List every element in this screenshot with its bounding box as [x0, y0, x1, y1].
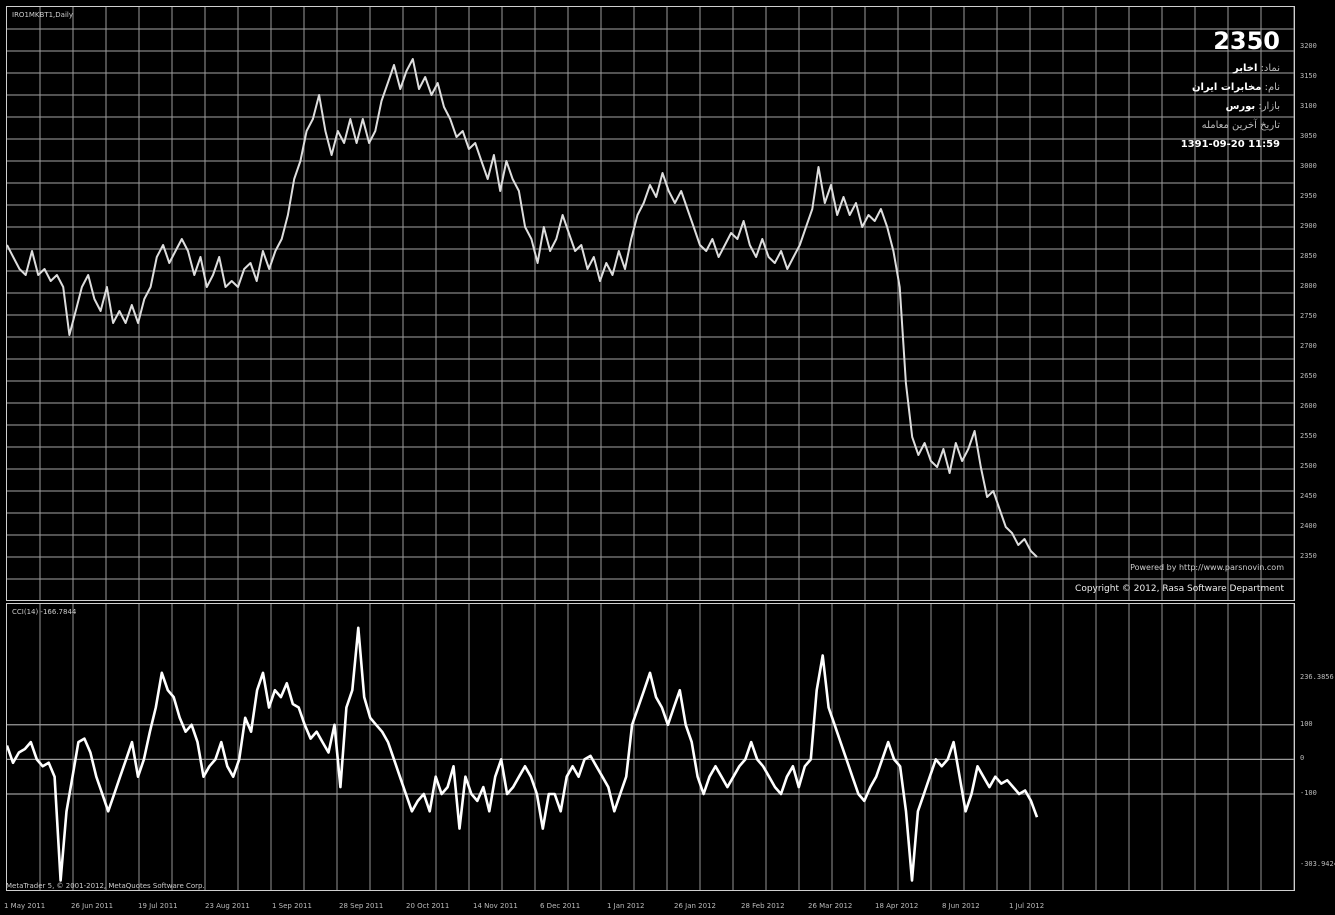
cci-tick-label: -303.9424 [1300, 859, 1335, 868]
info-last-trade: تاریخ آخرین معامله [1201, 120, 1280, 131]
date-tick-label: 1 May 2011 [4, 902, 46, 910]
price-tick-label: 3050 [1300, 132, 1317, 140]
last-price: 2350 [1213, 27, 1280, 55]
date-tick-label: 1 Sep 2011 [272, 902, 312, 910]
price-tick-label: 2350 [1300, 552, 1317, 560]
date-tick-label: 28 Sep 2011 [339, 902, 384, 910]
price-tick-label: 2700 [1300, 342, 1317, 350]
price-line [7, 58, 1038, 558]
cci-indicator-pane[interactable]: CCI(14) -166.7844 [6, 603, 1295, 891]
cci-tick-label: 100 [1300, 719, 1313, 728]
price-tick-label: 2950 [1300, 192, 1317, 200]
cci-tick-label: 0 [1300, 754, 1305, 763]
powered-by-notice: Powered by http://www.parsnovin.com [1130, 563, 1284, 572]
date-tick-label: 26 Jan 2012 [674, 902, 716, 910]
date-tick-label: 1 Jul 2012 [1009, 902, 1045, 910]
cci-tick-label: 236.3856 [1300, 672, 1334, 681]
symbol-info-panel: 2350 نماد: اخابر نام: مخابرات ایران بازا… [1181, 27, 1280, 150]
chart-title: IRO1MKBT1,Daily [12, 11, 73, 19]
cci-y-axis[interactable]: 236.3856 100 0 -100 -303.9424 [1297, 603, 1335, 891]
price-y-axis[interactable]: 3200 3150 3100 3050 3000 2950 2900 2850 2800 2750… [1297, 6, 1335, 601]
date-tick-label: 19 Jul 2011 [138, 902, 178, 910]
info-name-value: مخابرات ایران [1191, 82, 1262, 93]
price-chart-svg [7, 7, 1294, 600]
price-tick-label: 2600 [1300, 402, 1317, 410]
price-tick-label: 2900 [1300, 222, 1317, 230]
price-tick-label: 3150 [1300, 72, 1317, 80]
info-symbol-label: نماد: [1260, 63, 1280, 74]
info-name: نام: مخابرات ایران [1181, 82, 1280, 93]
price-chart-pane[interactable]: IRO1MKBT1,Daily 2350 نماد: اخابر نام: مخ… [6, 6, 1295, 601]
price-tick-label: 2650 [1300, 372, 1317, 380]
price-tick-label: 3200 [1300, 42, 1317, 50]
info-datetime: 1391-09-20 11:59 [1180, 139, 1280, 150]
date-tick-label: 26 Mar 2012 [808, 902, 853, 910]
price-tick-label: 2400 [1300, 522, 1317, 530]
cci-line [7, 626, 1039, 882]
copyright-text: Copyright © 2012, Rasa Software Departme… [1075, 584, 1284, 594]
date-tick-label: 18 Apr 2012 [875, 902, 919, 910]
date-tick-label: 8 Jun 2012 [942, 902, 980, 910]
price-tick-label: 2450 [1300, 492, 1317, 500]
info-market-value: بورس [1225, 101, 1256, 112]
price-tick-label: 2550 [1300, 432, 1317, 440]
date-x-axis[interactable]: 1 May 2011 26 Jun 2011 19 Jul 2011 23 Aug 2… [0, 893, 1295, 915]
price-tick-label: 2500 [1300, 462, 1317, 470]
price-tick-label: 2850 [1300, 252, 1317, 260]
info-name-label: نام: [1264, 82, 1280, 93]
price-tick-label: 2800 [1300, 282, 1317, 290]
cci-tick-label: -100 [1300, 789, 1317, 797]
price-tick-label: 3000 [1300, 162, 1317, 170]
date-tick-label: 1 Jan 2012 [607, 902, 645, 910]
date-tick-label: 20 Oct 2011 [406, 902, 450, 910]
cci-chart-svg [7, 604, 1294, 890]
date-tick-label: 28 Feb 2012 [741, 902, 785, 910]
date-tick-label: 23 Aug 2011 [205, 902, 250, 910]
platform-branding: MetaTrader 5, © 2001-2012, MetaQuotes So… [6, 882, 205, 890]
date-tick-label: 14 Nov 2011 [473, 902, 518, 910]
info-market-label: بازار: [1258, 101, 1280, 112]
date-tick-label: 26 Jun 2011 [71, 902, 114, 910]
info-symbol: نماد: اخابر [1181, 63, 1280, 74]
grid [7, 7, 1294, 600]
info-market: بازار: بورس [1181, 101, 1280, 112]
info-symbol-value: اخابر [1233, 63, 1258, 74]
indicator-title: CCI(14) -166.7844 [12, 608, 77, 616]
price-tick-label: 2750 [1300, 312, 1317, 320]
date-tick-label: 6 Dec 2011 [540, 902, 581, 910]
price-tick-label: 3100 [1300, 102, 1317, 110]
